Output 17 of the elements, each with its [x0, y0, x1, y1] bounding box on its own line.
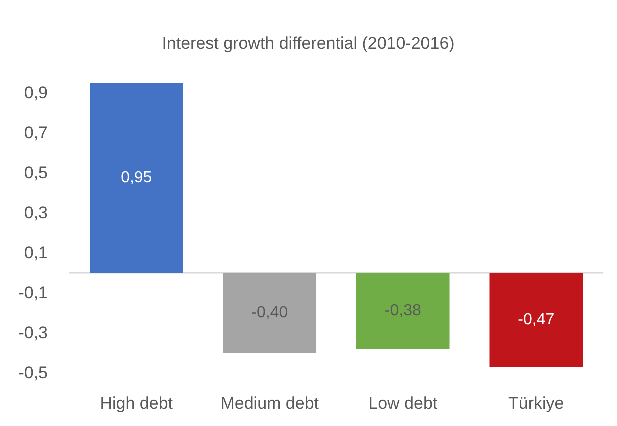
- x-tick-label: Low debt: [368, 394, 438, 413]
- y-tick-label: 0,3: [24, 204, 48, 222]
- data-label: -0,47: [518, 312, 555, 328]
- x-tick-label: Medium debt: [220, 394, 320, 413]
- chart-title: Interest growth differential (2010-2016): [162, 34, 455, 53]
- y-tick-label: 0,5: [24, 164, 48, 182]
- y-tick-label: -0,1: [18, 284, 48, 302]
- y-tick-label: -0,3: [18, 324, 48, 342]
- x-tick-label: High debt: [100, 394, 174, 413]
- y-tick-label: 0,9: [24, 84, 48, 102]
- data-label: -0,40: [252, 304, 288, 322]
- y-tick-label: -0,5: [18, 364, 48, 382]
- x-tick-label: Türkiye: [508, 394, 564, 413]
- y-tick-label: 0,7: [24, 124, 48, 142]
- y-tick-label: 0,1: [24, 244, 48, 262]
- data-label: 0,95: [121, 170, 152, 186]
- data-label: -0,38: [384, 302, 422, 320]
